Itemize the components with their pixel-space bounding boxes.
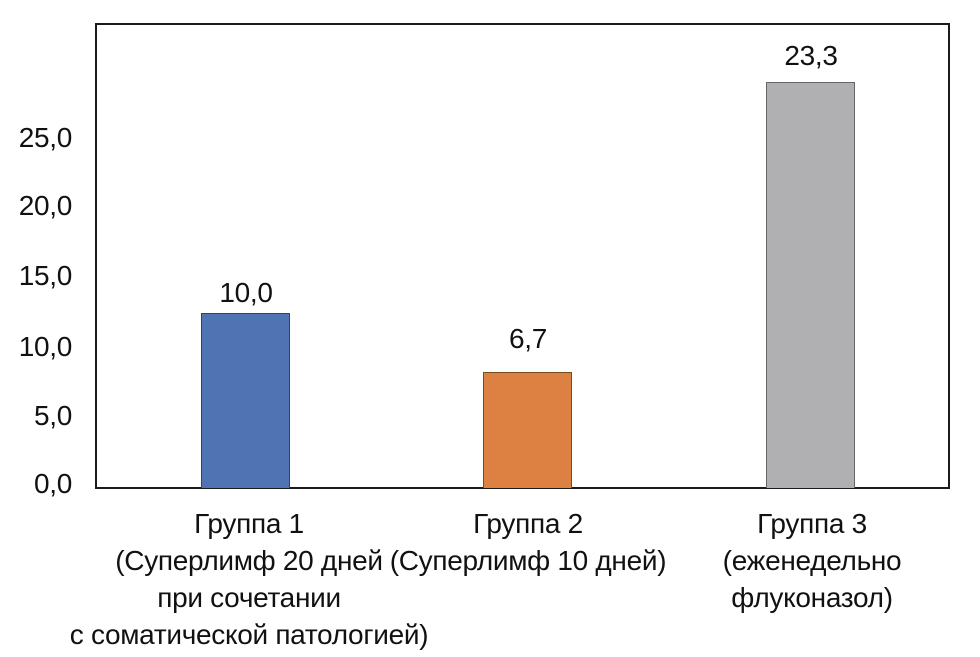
bar-value-label-group-2: 6,7 [508,323,548,354]
bar-group-2 [483,372,572,488]
bar-group-1 [201,313,290,488]
x-category-label-group-2: Группа 2 (Суперлимф 10 дней) [389,508,667,576]
y-axis-tick-label: 10,0 [18,331,73,362]
y-axis-tick-label: 5,0 [33,400,72,431]
y-axis-tick-label: 20,0 [18,190,73,221]
bar-value-label-group-3: 23,3 [784,40,838,71]
bar-value-label-group-1: 10,0 [219,277,273,308]
bar-group-3 [766,82,855,488]
y-axis-tick-label: 25,0 [18,122,73,153]
x-category-label-group-1: Группа 1 (Суперлимф 20 дней при сочетани… [69,508,429,650]
y-axis-tick-label: 15,0 [18,260,73,291]
x-category-label-group-3: Группа 3 (еженедельно флуконазол) [722,508,902,613]
y-axis-tick-label: 0,0 [33,468,72,499]
